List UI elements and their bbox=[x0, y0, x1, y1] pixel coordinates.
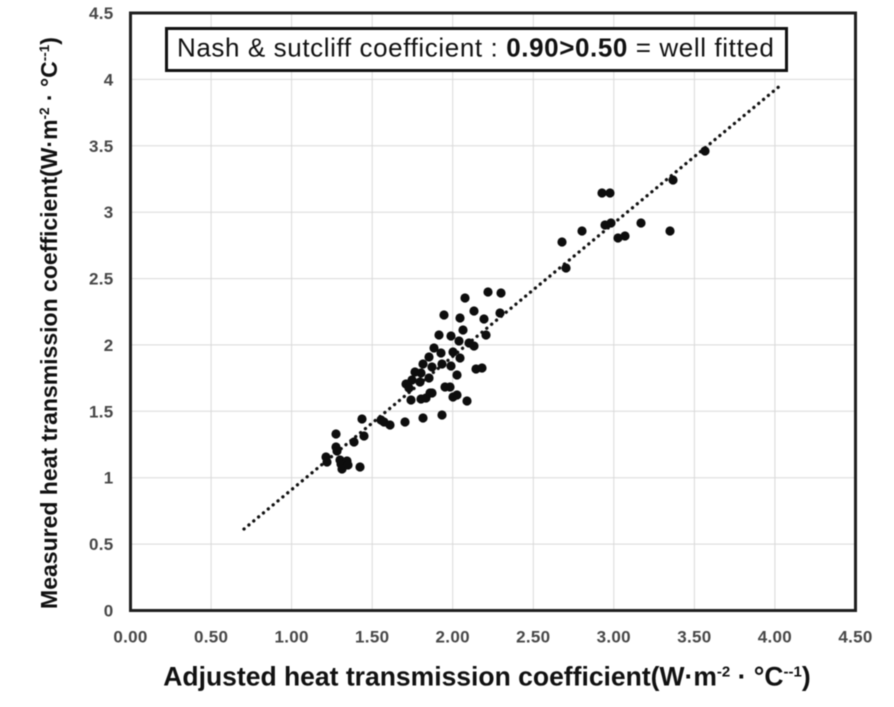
svg-text:3.50: 3.50 bbox=[677, 628, 711, 647]
svg-text:0.00: 0.00 bbox=[113, 628, 147, 647]
svg-text:1.5: 1.5 bbox=[89, 402, 114, 421]
svg-text:0.5: 0.5 bbox=[89, 535, 114, 554]
svg-text:Adjusted heat transmission coe: Adjusted heat transmission coefficient(W… bbox=[163, 662, 810, 692]
svg-text:4.00: 4.00 bbox=[758, 628, 792, 647]
svg-text:2.50: 2.50 bbox=[516, 628, 550, 647]
svg-text:2.00: 2.00 bbox=[436, 628, 470, 647]
svg-text:3: 3 bbox=[104, 203, 114, 222]
svg-text:0: 0 bbox=[104, 602, 114, 621]
svg-text:1.00: 1.00 bbox=[274, 628, 308, 647]
svg-text:Nash & sutcliff coefficient :: Nash & sutcliff coefficient : 0.90>0.50 … bbox=[177, 33, 774, 63]
svg-text:1: 1 bbox=[104, 469, 114, 488]
svg-text:4.5: 4.5 bbox=[89, 4, 114, 23]
svg-text:3.5: 3.5 bbox=[89, 137, 114, 156]
svg-text:3.00: 3.00 bbox=[597, 628, 631, 647]
svg-text:4.50: 4.50 bbox=[838, 628, 872, 647]
svg-text:2: 2 bbox=[104, 336, 114, 355]
svg-text:Measured heat transmission coe: Measured heat transmission coefficient(W… bbox=[36, 37, 62, 609]
svg-text:0.50: 0.50 bbox=[194, 628, 228, 647]
svg-text:2.5: 2.5 bbox=[89, 270, 114, 289]
svg-text:1.50: 1.50 bbox=[355, 628, 389, 647]
svg-text:4: 4 bbox=[104, 70, 114, 89]
